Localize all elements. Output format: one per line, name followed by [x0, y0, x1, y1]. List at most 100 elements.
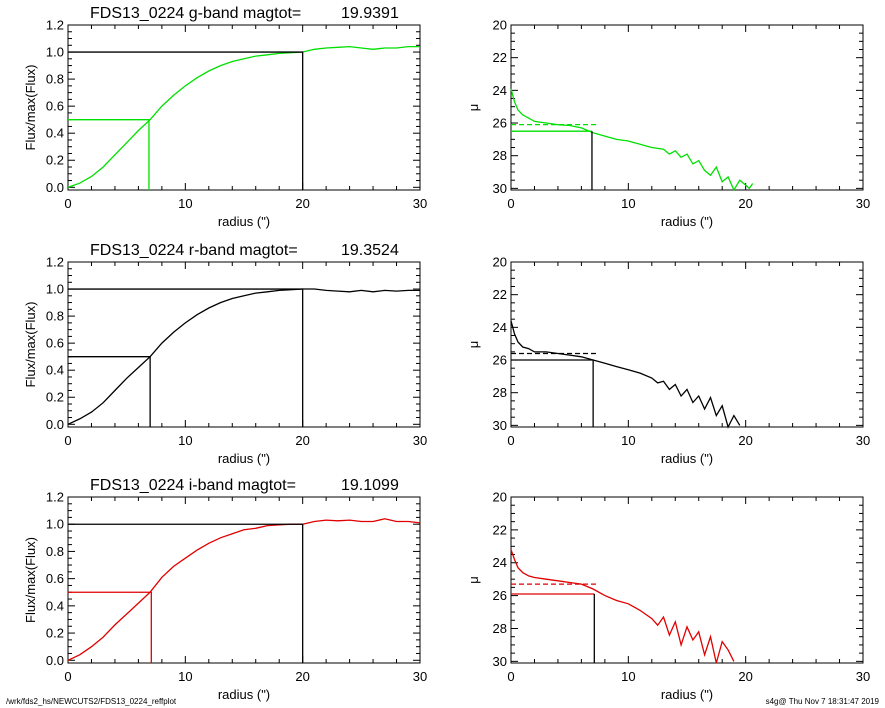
y-tick-label: 1.0 [46, 282, 64, 297]
y-axis-label: Flux/max(Flux) [23, 302, 38, 388]
x-axis-label: radius (") [661, 214, 713, 229]
panel-title-value: 19.1099 [341, 477, 399, 494]
half-light-marker [68, 591, 152, 663]
y-tick-label: 1.2 [46, 490, 64, 505]
plot-frame [510, 496, 864, 664]
y-tick-label: 20 [493, 490, 507, 505]
x-tick-label: 0 [507, 433, 514, 448]
plot-frame [67, 24, 421, 191]
y-tick-label: 1.0 [46, 517, 64, 532]
x-tick-label: 10 [178, 196, 192, 211]
x-axis-label: radius (") [218, 214, 270, 229]
x-tick-label: 20 [738, 669, 752, 684]
x-tick-label: 10 [178, 669, 192, 684]
data-series-line [510, 549, 735, 664]
y-tick-label: 0.0 [46, 417, 64, 432]
y-tick-label: 0.6 [46, 99, 64, 114]
data-series-line [67, 518, 421, 661]
y-tick-label: 1.0 [46, 45, 64, 60]
x-tick-label: 20 [738, 196, 752, 211]
y-tick-label: 0.6 [46, 571, 64, 586]
y-tick-label: 24 [493, 320, 507, 335]
y-tick-label: 0.4 [46, 126, 64, 141]
half-light-marker [68, 119, 150, 190]
plot-frame [510, 24, 864, 191]
panel-title: FDS13_0224 i-band magtot= [90, 477, 296, 494]
x-tick-label: 30 [856, 196, 870, 211]
plot-frame [67, 261, 421, 428]
y-tick-label: 22 [493, 50, 507, 65]
x-axis-label: radius (") [218, 451, 270, 466]
panel-title-value: 19.9391 [341, 5, 399, 22]
y-tick-label: 0.4 [46, 363, 64, 378]
x-tick-label: 0 [64, 196, 71, 211]
y-tick-label: 26 [493, 116, 507, 131]
x-tick-label: 10 [178, 433, 192, 448]
plot-frame [67, 496, 421, 664]
footer-timestamp: s4g@ Thu Nov 7 18:31:47 2019 [765, 697, 879, 706]
y-tick-label: 26 [493, 588, 507, 603]
panel-title-value: 19.3524 [341, 242, 399, 259]
y-tick-label: 0.0 [46, 180, 64, 195]
x-tick-label: 10 [621, 433, 635, 448]
y-tick-label: 0.2 [46, 153, 64, 168]
y-tick-label: 0.6 [46, 336, 64, 351]
x-tick-label: 20 [295, 669, 309, 684]
x-tick-label: 0 [507, 669, 514, 684]
y-axis-label: Flux/max(Flux) [23, 537, 38, 623]
y-tick-label: 22 [493, 287, 507, 302]
y-axis-label: μ [466, 341, 481, 349]
y-axis-label: Flux/max(Flux) [23, 65, 38, 151]
y-axis-label: μ [466, 104, 481, 112]
y-tick-label: 30 [493, 418, 507, 433]
total-flux-marker [68, 523, 304, 663]
y-tick-label: 28 [493, 148, 507, 163]
x-tick-label: 30 [413, 669, 427, 684]
data-series-line [67, 288, 420, 425]
total-flux-marker [68, 51, 304, 190]
x-tick-label: 30 [856, 433, 870, 448]
y-tick-label: 0.2 [46, 390, 64, 405]
x-tick-label: 0 [507, 196, 514, 211]
half-light-marker [68, 356, 151, 427]
y-tick-label: 0.4 [46, 598, 64, 613]
y-tick-label: 20 [493, 255, 507, 270]
plot-frame [510, 261, 864, 428]
data-series-line [510, 88, 754, 192]
y-tick-label: 1.2 [46, 18, 64, 33]
y-tick-label: 28 [493, 621, 507, 636]
y-tick-label: 0.8 [46, 72, 64, 87]
x-tick-label: 20 [295, 433, 309, 448]
y-tick-label: 0.8 [46, 309, 64, 324]
y-axis-label: μ [466, 576, 481, 584]
data-series-line [67, 45, 420, 188]
y-tick-label: 26 [493, 353, 507, 368]
total-flux-marker [68, 288, 304, 427]
y-tick-label: 22 [493, 522, 507, 537]
x-tick-label: 30 [856, 669, 870, 684]
x-axis-label: radius (") [661, 451, 713, 466]
x-axis-label: radius (") [661, 687, 713, 702]
panel-title: FDS13_0224 r-band magtot= [90, 242, 298, 259]
x-axis-label: radius (") [218, 687, 270, 702]
x-tick-label: 30 [413, 433, 427, 448]
y-tick-label: 0.8 [46, 544, 64, 559]
x-tick-label: 10 [621, 669, 635, 684]
y-tick-label: 0.0 [46, 653, 64, 668]
x-tick-label: 0 [64, 669, 71, 684]
x-tick-label: 10 [621, 196, 635, 211]
y-tick-label: 0.2 [46, 626, 64, 641]
y-tick-label: 24 [493, 555, 507, 570]
data-series-line [510, 320, 741, 429]
y-tick-label: 30 [493, 654, 507, 669]
x-tick-label: 20 [738, 433, 752, 448]
panel-title: FDS13_0224 g-band magtot= [90, 5, 301, 22]
footer-path-label: /wrk/fds2_hs/NEWCUTS2/FDS13_0224_reffplo… [6, 697, 177, 706]
x-tick-label: 20 [295, 196, 309, 211]
y-tick-label: 20 [493, 18, 507, 33]
y-tick-label: 30 [493, 181, 507, 196]
y-tick-label: 24 [493, 83, 507, 98]
x-tick-label: 0 [64, 433, 71, 448]
x-tick-label: 30 [413, 196, 427, 211]
